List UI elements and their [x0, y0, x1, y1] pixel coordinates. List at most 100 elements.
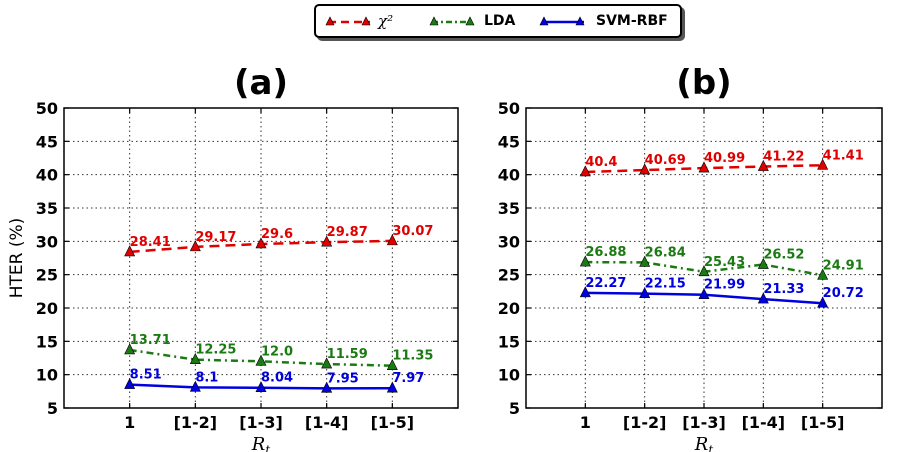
data-label: 40.69 [645, 153, 686, 168]
legend-label-svm: SVM-RBF [596, 13, 668, 29]
data-point [817, 296, 829, 308]
data-point [639, 286, 651, 298]
data-label: 29.87 [327, 225, 368, 240]
y-tick-label: 35 [36, 199, 58, 218]
data-point [386, 381, 398, 393]
data-label: 21.99 [704, 278, 745, 293]
data-label: 30.07 [392, 224, 433, 239]
y-axis-label: HTER (%) [7, 218, 27, 299]
data-point [321, 381, 333, 393]
data-label: 13.71 [130, 333, 171, 348]
series-χ²: 40.4 40.69 40.99 41.22 41.41 [579, 148, 864, 177]
data-point [817, 268, 829, 280]
data-label: 40.4 [585, 155, 617, 170]
data-label: 8.04 [261, 371, 293, 386]
legend-label-chi2: χ² [378, 12, 394, 30]
x-axis-label-subscript: t [708, 443, 713, 452]
y-tick-label: 40 [498, 166, 520, 185]
data-label: 7.95 [327, 371, 359, 386]
x-tick-label: [1-3] [239, 413, 283, 432]
data-label: 21.33 [763, 282, 804, 297]
chart-title: (a) [234, 63, 288, 103]
y-tick-label: 5 [47, 399, 58, 418]
data-point [189, 240, 201, 252]
y-tick-label: 50 [36, 99, 58, 118]
data-point [639, 255, 651, 267]
data-label: 22.27 [585, 276, 626, 291]
x-tick-label: [1-3] [682, 413, 726, 432]
y-tick-label: 30 [498, 232, 520, 251]
y-tick-label: 25 [36, 266, 58, 285]
y-tick-label: 50 [498, 99, 520, 118]
data-point [639, 163, 651, 175]
data-point [698, 288, 710, 300]
y-tick-label: 30 [36, 232, 58, 251]
data-point [255, 354, 267, 366]
data-point [321, 357, 333, 369]
chart-legend: χ² LDA SVM-RBF [314, 4, 682, 38]
data-label: 41.22 [763, 150, 804, 165]
data-label: 40.99 [704, 151, 745, 166]
data-point [386, 234, 398, 246]
data-label: 26.88 [585, 245, 626, 260]
chart-panel-1: 5 10 15 20 25 30 35 40 45 50 1 [1-2] [1-3] [1-4] [1-5]… [498, 63, 883, 452]
data-label: 26.52 [763, 248, 804, 263]
series-SVM-RBF: 22.27 22.15 21.99 21.33 20.72 [579, 276, 864, 308]
series-SVM-RBF: 8.51 8.1 8.04 7.95 7.97 [124, 368, 424, 393]
data-point [757, 257, 769, 269]
chart-panel-0: 5 10 15 20 25 30 35 40 45 50 1 [1-2] [1-3] [1-4] [1-5]… [7, 63, 459, 452]
data-point [698, 265, 710, 277]
x-axis-label: Rt [694, 434, 714, 452]
y-tick-label: 25 [498, 266, 520, 285]
x-tick-label: [1-4] [305, 413, 349, 432]
series-χ²: 28.41 29.17 29.6 29.87 30.07 [124, 224, 433, 257]
data-point [698, 161, 710, 173]
data-point [321, 235, 333, 247]
data-point [757, 159, 769, 171]
data-point [386, 358, 398, 370]
legend-swatch-svm [539, 16, 585, 26]
data-point [817, 158, 829, 170]
y-tick-label: 10 [36, 366, 58, 385]
data-label: 28.41 [130, 235, 171, 250]
y-tick-label: 5 [509, 399, 520, 418]
data-point [124, 377, 136, 389]
y-tick-label: 10 [498, 366, 520, 385]
x-tick-label: [1-2] [174, 413, 218, 432]
data-label: 8.1 [195, 370, 218, 385]
data-label: 11.59 [327, 347, 368, 362]
legend-swatch-chi2 [325, 16, 371, 26]
data-label: 11.35 [392, 349, 433, 364]
x-axis-label-subscript: t [265, 443, 270, 452]
data-label: 8.51 [130, 368, 162, 383]
data-point [255, 381, 267, 393]
data-point [124, 245, 136, 257]
data-point [579, 255, 591, 267]
data-point [189, 380, 201, 392]
data-label: 12.25 [195, 343, 236, 358]
y-tick-label: 35 [498, 199, 520, 218]
data-point [579, 165, 591, 177]
x-tick-label: [1-5] [371, 413, 415, 432]
data-label: 29.17 [195, 230, 236, 245]
data-point [255, 237, 267, 249]
y-tick-label: 15 [498, 332, 520, 351]
series-LDA: 26.88 26.84 25.43 26.52 24.91 [579, 245, 864, 280]
data-label: 24.91 [823, 258, 864, 273]
y-tick-label: 45 [36, 132, 58, 151]
x-tick-label: [1-5] [801, 413, 845, 432]
data-label: 20.72 [823, 286, 864, 301]
y-tick-label: 20 [36, 299, 58, 318]
data-label: 22.15 [645, 277, 686, 292]
data-label: 29.6 [261, 227, 293, 242]
y-tick-label: 20 [498, 299, 520, 318]
y-tick-label: 40 [36, 166, 58, 185]
data-label: 41.41 [823, 148, 864, 163]
series-LDA: 13.71 12.25 12.0 11.59 11.35 [124, 333, 433, 370]
data-label: 26.84 [645, 245, 686, 260]
legend-label-lda: LDA [484, 13, 516, 29]
x-tick-label: [1-4] [742, 413, 786, 432]
x-tick-label: [1-2] [623, 413, 667, 432]
legend-swatch-lda [429, 16, 475, 26]
